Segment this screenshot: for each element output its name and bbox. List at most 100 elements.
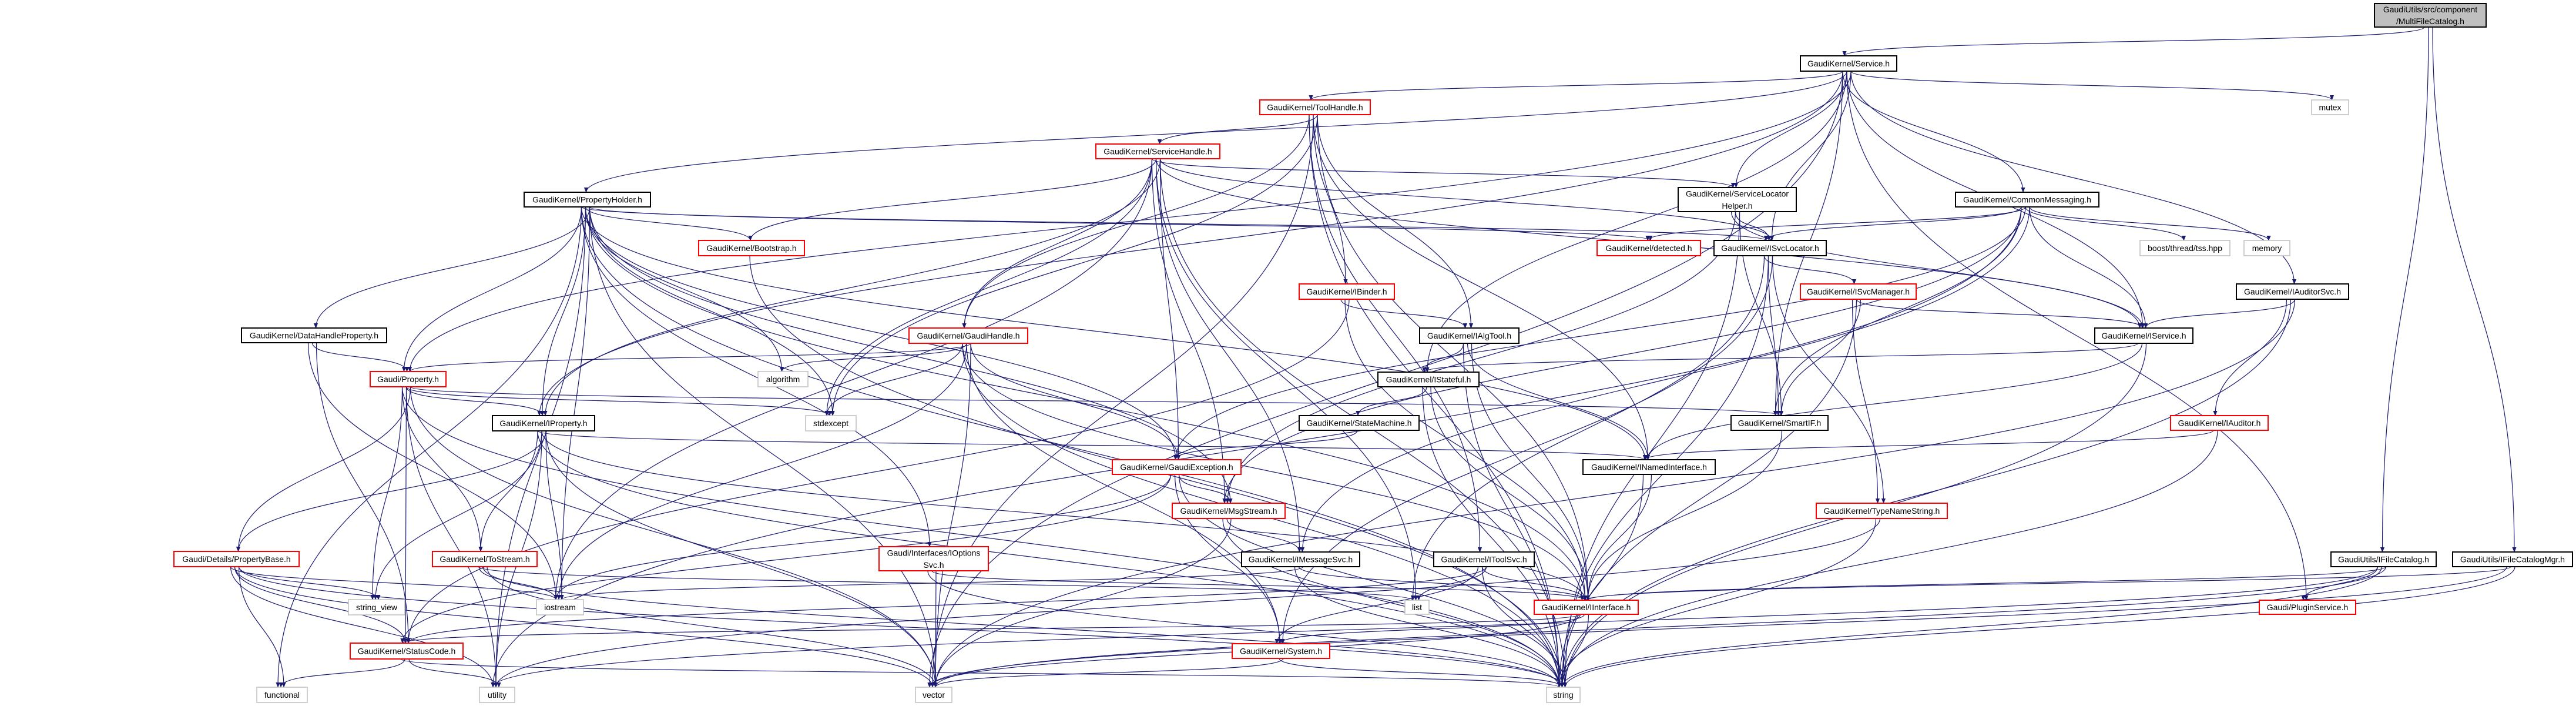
node-property[interactable]: Gaudi/Property.h (370, 371, 447, 387)
node-stringview[interactable]: string_view (348, 599, 405, 615)
edge-iauditorsvc-to-vector (933, 299, 2296, 688)
node-propertyholder[interactable]: GaudiKernel/PropertyHolder.h (524, 192, 651, 208)
edge-commonmessaging-to-gaudiexception (1173, 206, 2026, 460)
node-boosttss[interactable]: boost/thread/tss.hpp (2139, 240, 2230, 256)
node-gaudiexception[interactable]: GaudiKernel/GaudiException.h (1112, 459, 1242, 475)
node-label: GaudiKernel/ServiceLocator (1686, 189, 1789, 198)
node-utility[interactable]: utility (479, 687, 515, 703)
edge-tostream-to-list (478, 566, 1415, 601)
node-functional[interactable]: functional (256, 687, 308, 703)
edge-datahandleproperty-to-statuscode (316, 342, 411, 644)
node-smartif[interactable]: GaudiKernel/SmartIF.h (1730, 415, 1829, 431)
node-label: utility (488, 690, 507, 700)
node-vector[interactable]: vector (915, 687, 952, 703)
node-box (2330, 551, 2437, 567)
node-ifilecatalog[interactable]: GaudiUtils/IFileCatalog.h (2330, 551, 2437, 567)
node-service[interactable]: GaudiKernel/Service.h (1800, 55, 1897, 72)
node-datahandleproperty[interactable]: GaudiKernel/DataHandleProperty.h (241, 327, 387, 343)
edge-statuscode-to-string (400, 658, 1561, 688)
node-propertybase[interactable]: Gaudi/Details/PropertyBase.h (173, 551, 300, 567)
node-list[interactable]: list (1404, 600, 1430, 615)
edge-property-to-iproperty (405, 386, 545, 416)
edge-propertybase-to-string (238, 566, 1567, 688)
edge-smartif-to-iinterface (1585, 430, 1783, 601)
edge-commonmessaging-to-boosttss (2025, 206, 2186, 241)
edge-servicehandle-to-bootstrap (748, 158, 1157, 241)
node-string[interactable]: string (1546, 687, 1581, 703)
node-statemachine[interactable]: GaudiKernel/StateMachine.h (1299, 415, 1420, 431)
node-statuscode[interactable]: GaudiKernel/StatusCode.h (350, 643, 464, 660)
node-imessagesvc[interactable]: GaudiKernel/IMessageSvc.h (1241, 551, 1360, 567)
node-servicehandle[interactable]: GaudiKernel/ServiceHandle.h (1095, 143, 1220, 159)
node-label: list (1412, 603, 1422, 612)
edge-commonmessaging-to-isvclocator (1764, 206, 2022, 241)
node-root[interactable]: GaudiUtils/src/component/MultiFileCatalo… (2374, 3, 2487, 28)
node-svclocatorhelper[interactable]: GaudiKernel/ServiceLocator Helper.h (1678, 187, 1797, 212)
node-commonmessaging[interactable]: GaudiKernel/CommonMessaging.h (1955, 192, 2099, 208)
node-bootstrap[interactable]: GaudiKernel/Bootstrap.h (698, 240, 805, 256)
edge-root-to-service (1842, 26, 2425, 56)
node-label: GaudiKernel/MsgStream.h (1180, 506, 1277, 516)
edge-service-to-isvclocator (1769, 71, 1852, 241)
node-box (2236, 283, 2349, 300)
node-label: string_view (356, 603, 398, 612)
node-label: GaudiKernel/PropertyHolder.h (532, 195, 642, 205)
edge-propertyholder-to-gaudiexception (585, 206, 1178, 460)
node-box (241, 327, 387, 343)
node-iproperty[interactable]: GaudiKernel/IProperty.h (492, 415, 595, 431)
edge-toolhandle-to-stdexcept (830, 114, 1318, 416)
node-label: Gaudi/Interfaces/IOptions (887, 548, 981, 557)
edge-propertyholder-to-datahandleproperty (313, 206, 591, 329)
node-iostream[interactable]: iostream (536, 599, 584, 615)
edge-ibinder-to-statuscode (406, 299, 1350, 644)
node-iservice[interactable]: GaudiKernel/IService.h (2094, 327, 2193, 344)
node-box (1534, 600, 1639, 615)
edge-servicehandle-to-gaudihandle (962, 158, 1153, 329)
node-iauditorsvc[interactable]: GaudiKernel/IAuditorSvc.h (2236, 283, 2349, 300)
node-label: Gaudi/Details/PropertyBase.h (182, 554, 290, 564)
edge-ialgtool-to-iinterface (1471, 343, 1591, 601)
node-pluginservice[interactable]: Gaudi/PluginService.h (2259, 600, 2356, 615)
node-ialgtool[interactable]: GaudiKernel/IAlgTool.h (1419, 327, 1520, 344)
node-box (1582, 459, 1716, 475)
node-itoolsvc[interactable]: GaudiKernel/IToolSvc.h (1433, 551, 1535, 567)
node-iinterface[interactable]: GaudiKernel/IInterface.h (1534, 600, 1639, 615)
edge-property-to-tostream (401, 386, 483, 552)
node-isvcmanager[interactable]: GaudiKernel/ISvcManager.h (1800, 283, 1917, 300)
node-tostream[interactable]: GaudiKernel/ToStream.h (432, 551, 538, 567)
edge-property-to-smartif (410, 386, 1783, 416)
node-gaudihandle[interactable]: GaudiKernel/GaudiHandle.h (908, 327, 1028, 344)
edge-msgstream-to-vector (933, 518, 1232, 688)
node-isvclocator[interactable]: GaudiKernel/ISvcLocator.h (1713, 240, 1827, 256)
node-ibinder[interactable]: GaudiKernel/IBinder.h (1299, 283, 1395, 300)
node-stdexcept[interactable]: stdexcept (805, 415, 857, 431)
edge-imessagesvc-to-iinterface (1298, 566, 1587, 601)
edge-gaudihandle-to-vector (933, 343, 971, 688)
edge-ifilecatalogmgr-to-iinterface (1583, 566, 2511, 601)
node-algorithm[interactable]: algorithm (757, 371, 809, 387)
edge-ifilecatalogmgr-to-vector (927, 566, 2507, 688)
node-typenamestring[interactable]: GaudiKernel/TypeNameString.h (1816, 503, 1948, 519)
node-ioptionssvc[interactable]: Gaudi/Interfaces/IOptions Svc.h (878, 546, 989, 571)
node-label: GaudiKernel/IProperty.h (499, 419, 587, 428)
node-box (350, 643, 464, 660)
node-istateful[interactable]: GaudiKernel/IStateful.h (1377, 372, 1480, 387)
node-iauditor[interactable]: GaudiKernel/IAuditor.h (2170, 415, 2269, 431)
node-toolhandle[interactable]: GaudiKernel/ToolHandle.h (1259, 99, 1371, 115)
edge-statuscode-to-utility (408, 658, 501, 688)
node-inamedinterface[interactable]: GaudiKernel/INamedInterface.h (1582, 459, 1716, 475)
edge-commonmessaging-to-smartif (1773, 206, 2022, 416)
node-label: GaudiKernel/IInterface.h (1542, 603, 1631, 612)
edge-msgstream-to-imessagesvc (1226, 518, 1302, 553)
node-detected[interactable]: GaudiKernel/detected.h (1596, 240, 1701, 256)
node-mutex[interactable]: mutex (2311, 99, 2349, 115)
node-memory[interactable]: memory (2243, 240, 2290, 256)
node-label: GaudiKernel/INamedInterface.h (1591, 463, 1707, 472)
node-system[interactable]: GaudiKernel/System.h (1232, 643, 1330, 659)
edge-servicehandle-to-svclocatorhelper (1151, 158, 1735, 188)
node-label: GaudiKernel/ISvcLocator.h (1721, 243, 1819, 253)
node-msgstream[interactable]: GaudiKernel/MsgStream.h (1172, 503, 1286, 519)
node-ifilecatalogmgr[interactable]: GaudiUtils/IFileCatalogMgr.h (2452, 551, 2573, 567)
nodes: GaudiUtils/src/component/MultiFileCatalo… (173, 3, 2573, 703)
node-label: GaudiKernel/IAuditorSvc.h (2244, 287, 2341, 296)
